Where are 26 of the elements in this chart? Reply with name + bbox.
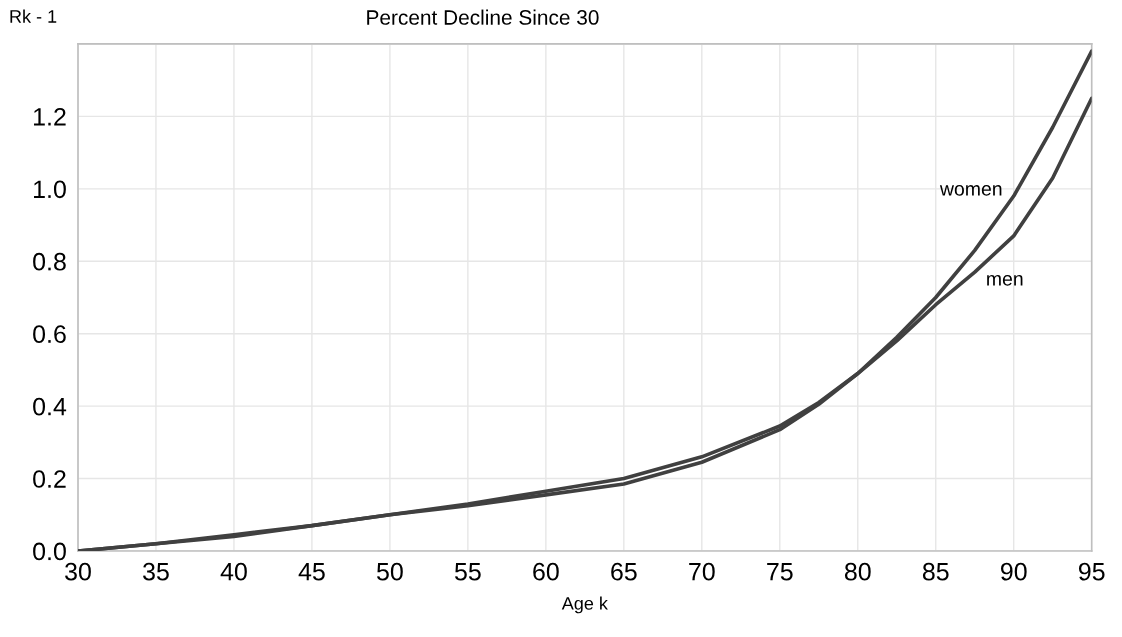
y-axis-title: Rk - 1: [10, 9, 57, 23]
x-tick-label: 80: [844, 562, 871, 581]
y-tick-label: 1.0: [34, 180, 66, 199]
x-tick-label: 50: [376, 562, 403, 581]
x-tick-label: 40: [220, 562, 247, 581]
series-label: men: [987, 275, 1023, 286]
y-tick-label: 0.4: [33, 397, 67, 416]
series-label: women: [939, 185, 1002, 196]
x-tick-label: 75: [767, 563, 793, 581]
x-tick-label: 90: [1001, 562, 1027, 581]
x-tick-label: 65: [611, 562, 637, 581]
x-tick-label: 30: [65, 562, 91, 581]
y-tick-label: 1.2: [34, 107, 66, 126]
y-tick-label: 0.2: [33, 470, 66, 488]
x-tick-label: 70: [689, 562, 715, 581]
y-tick-label: 0.0: [33, 542, 66, 561]
x-axis-title: Age k: [561, 596, 608, 614]
x-tick-label: 45: [298, 563, 325, 581]
x-tick-label: 85: [922, 562, 949, 581]
x-tick-label: 60: [533, 562, 559, 581]
x-tick-label: 35: [143, 562, 169, 581]
x-tick-label: 55: [454, 563, 481, 581]
chart-title: Percent Decline Since 30: [367, 9, 599, 25]
y-tick-label: 0.8: [33, 252, 66, 271]
x-tick-label: 95: [1078, 562, 1105, 581]
y-tick-label: 0.6: [33, 325, 66, 343]
